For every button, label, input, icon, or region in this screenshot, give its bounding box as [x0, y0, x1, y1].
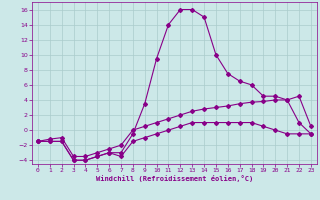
X-axis label: Windchill (Refroidissement éolien,°C): Windchill (Refroidissement éolien,°C)	[96, 175, 253, 182]
